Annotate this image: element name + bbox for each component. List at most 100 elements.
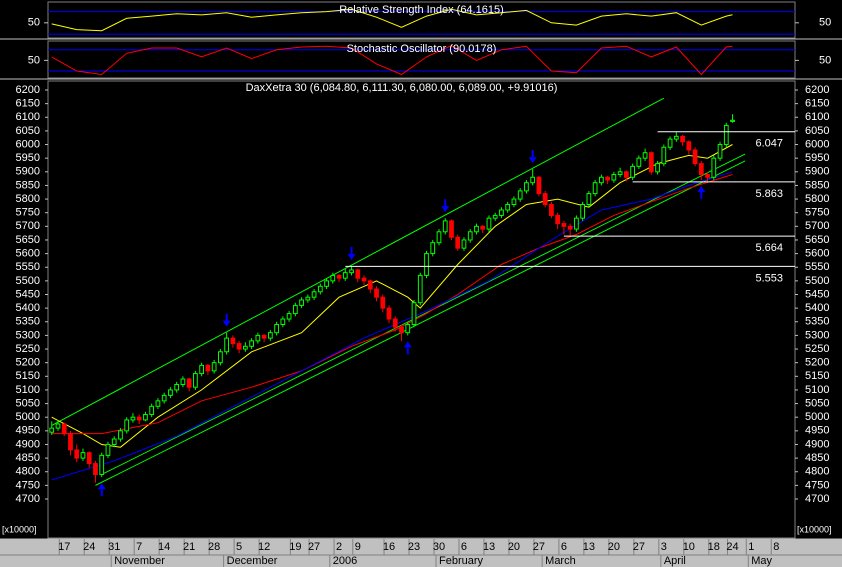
y-tick-label: 6000 [805,138,829,150]
trendline [95,160,746,486]
candle-body [392,318,398,328]
candle-body [292,304,298,315]
candle-body [374,288,379,298]
candle-body [124,419,130,432]
y-tick-label: 4900 [805,438,829,450]
x-axis-strip [0,539,842,567]
x-tick-label: 3 [661,541,667,553]
x-tick-label: 31 [108,541,120,553]
signal-arrow [222,320,231,327]
candle-body [305,296,311,301]
y-tick-label: 5250 [16,343,40,355]
candle-body [105,443,111,456]
month-label: April [664,555,686,567]
y-tick-label: 6150 [805,98,829,110]
candle-body [218,351,223,364]
candle-body [642,152,648,159]
y-tick-label: 6100 [805,111,829,123]
candle-body [530,176,536,184]
indicator-title: Relative Strength Index (64.1615) [339,4,504,16]
candle-body [311,291,317,298]
y-tick-label: 5500 [805,275,829,287]
candle-body [511,198,517,206]
candle-body [630,165,635,178]
candle-body [486,217,492,230]
candle-body [236,343,242,350]
y-tick-label: 5200 [16,357,40,369]
month-label: 2006 [333,555,357,567]
month-label: March [545,555,576,567]
candle-body [199,364,205,375]
candle-body [636,157,642,167]
candle-body [168,389,173,396]
candle-body [261,334,267,339]
candle-body [411,302,417,325]
candle-body [692,149,698,165]
scale-note: [x10000] [797,524,832,534]
y-tick-label: 5700 [805,220,829,232]
candle-body [61,423,67,435]
y-tick-label: 5250 [805,343,829,355]
candle-body [705,174,710,178]
candle-body [499,209,504,216]
candle-body [367,280,373,290]
candle-body [180,378,186,385]
candle-body [730,119,735,122]
candle-body [130,416,136,421]
x-tick-label: 7 [136,541,142,553]
x-tick-label: 6 [561,541,567,553]
candle-body [211,362,217,372]
y-tick-label: 6100 [16,111,40,123]
candle-body [549,204,554,216]
candle-body [492,214,498,219]
candle-body [455,236,461,249]
x-tick-label: 5 [236,541,242,553]
y-tick-label: 5300 [805,329,829,341]
x-tick-label: 23 [408,541,420,553]
scale-note: [x10000] [2,524,37,534]
indicator-title: Stochastic Oscillator (90.0178) [347,43,497,55]
y-tick-label: 5850 [16,179,40,191]
candle-body [99,454,105,475]
candle-body [648,152,654,173]
candle-body [611,174,617,181]
y-tick-label: 5050 [805,397,829,409]
y-tick-label: 5850 [805,179,829,191]
x-tick-label: 10 [683,541,695,553]
candle-body [524,182,529,192]
y-tick-label: 5100 [805,384,829,396]
candle-body [80,452,86,459]
candle-body [592,182,598,195]
candle-body [93,463,98,475]
candle-body [267,332,273,339]
y-tick-label: 5000 [16,411,40,423]
candle-body [711,157,717,178]
y-tick-label: 50 [819,17,831,29]
signal-arrow [403,341,412,348]
candle-body [536,176,542,195]
x-tick-label: 12 [258,541,270,553]
candle-body [673,135,679,140]
y-tick-label: 5400 [16,302,40,314]
y-tick-label: 5150 [805,370,829,382]
candle-body [599,176,604,184]
x-tick-label: 16 [383,541,395,553]
y-tick-label: 5450 [16,288,40,300]
y-tick-label: 6000 [16,138,40,150]
y-tick-label: 5800 [805,193,829,205]
y-tick-label: 4850 [16,452,40,464]
month-label: February [439,555,484,567]
candle-body [136,416,142,421]
candle-body [299,299,304,306]
candle-body [723,124,729,146]
candle-body [68,433,73,451]
candle-body [349,269,354,274]
y-tick-label: 5050 [16,397,40,409]
panel-frame [47,80,796,539]
candle-body [324,280,329,287]
candle-body [280,318,286,325]
y-tick-label: 4900 [16,438,40,450]
y-tick-label: 5500 [16,275,40,287]
candle-body [617,171,623,176]
candle-body [193,373,198,388]
